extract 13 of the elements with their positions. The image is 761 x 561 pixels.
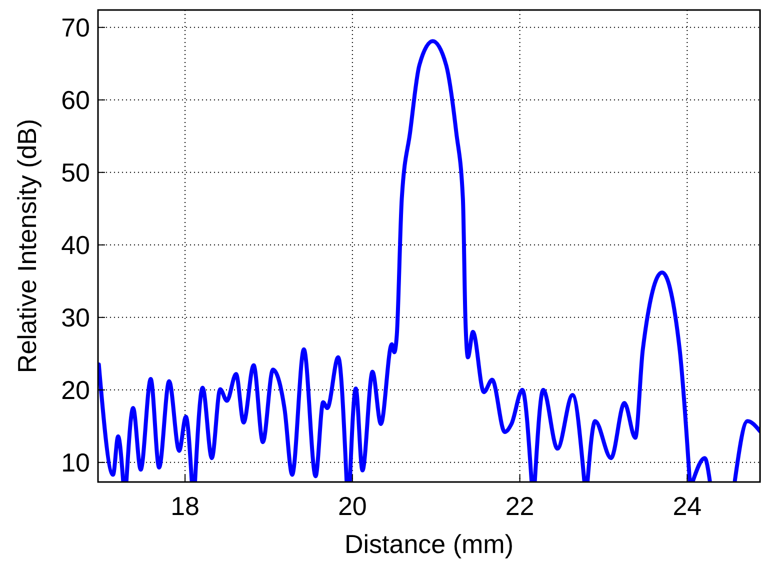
y-tick-label: 20 [61,375,90,406]
y-tick-label: 50 [61,158,90,188]
x-tick-label: 20 [338,491,367,521]
y-tick-label: 40 [61,230,90,260]
x-axis-title: Distance (mm) [344,529,514,559]
y-tick-label: 60 [61,85,90,116]
x-tick-label: 24 [672,491,702,521]
y-tick-label: 30 [61,302,90,333]
y-tick-label: 10 [61,448,90,478]
y-axis-title: Relative Intensity (dB) [12,118,42,374]
x-tick-label: 22 [505,491,534,521]
y-tick-label: 70 [61,12,90,42]
x-tick-label: 18 [170,491,200,521]
